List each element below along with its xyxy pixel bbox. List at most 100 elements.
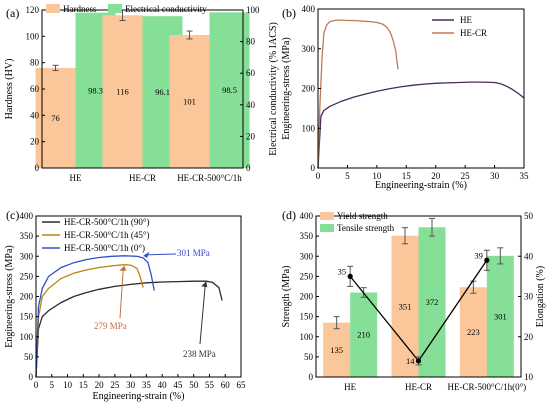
panel-d-y-tick-label: 150 bbox=[300, 312, 314, 322]
panel-b-y-tick-label: 100 bbox=[302, 123, 316, 133]
panel-c-y-tick-label: 100 bbox=[20, 332, 34, 342]
legend-label: HE-CR bbox=[460, 28, 487, 38]
panel-c-x-tick-label: 5 bbox=[50, 380, 55, 390]
category-label: HE bbox=[70, 173, 82, 183]
legend-label: HE-CR-500°C/1h (0°) bbox=[64, 243, 145, 253]
conductivity-data-label: 96.1 bbox=[155, 87, 170, 97]
panel-b-label: (b) bbox=[282, 6, 296, 20]
conductivity-data-label: 98.5 bbox=[222, 85, 237, 95]
panel-c-x-tick-label: 65 bbox=[237, 380, 247, 390]
yield-data-label: 351 bbox=[399, 301, 412, 311]
panel-d-y-tick-label: 100 bbox=[300, 332, 314, 342]
panel-d-y2-tick-label: 10 bbox=[524, 372, 534, 382]
tensile-strength-bar bbox=[350, 292, 378, 377]
tensile-strength-bar bbox=[486, 255, 514, 377]
legend-label: HE bbox=[460, 15, 472, 25]
annotation-arrowhead bbox=[119, 265, 127, 271]
yield-strength-bar bbox=[323, 322, 351, 377]
panel-d-y2-tick-label: 50 bbox=[524, 211, 534, 221]
legend-swatch-hardness bbox=[46, 4, 60, 13]
tensile-strength-bar bbox=[418, 227, 446, 377]
panel-d-y-tick-label: 200 bbox=[300, 292, 314, 302]
panel-b-y-tick-label: 0 bbox=[311, 163, 316, 173]
panel-c-y-tick-label: 0 bbox=[29, 372, 34, 382]
panel-b-x-tick-label: 20 bbox=[431, 171, 441, 181]
panel-d-y2-tick-label: 40 bbox=[524, 251, 534, 261]
panel-b-y-tick-label: 200 bbox=[302, 84, 316, 94]
legend-label-tensile: Tensile strength bbox=[337, 223, 395, 233]
panel-b-y-tick-label: 400 bbox=[302, 4, 316, 14]
category-label: HE-CR-500°C/1h(0°) bbox=[447, 382, 526, 392]
yield-data-label: 223 bbox=[467, 327, 480, 337]
category-label: HE-CR bbox=[129, 173, 156, 183]
tensile-data-label: 301 bbox=[494, 311, 507, 321]
panel-c-y-axis-title: Engineering-stress (MPa) bbox=[4, 245, 15, 347]
panel-b-x-tick-label: 15 bbox=[402, 171, 412, 181]
yield-strength-bar bbox=[459, 287, 487, 377]
panel-c-x-tick-label: 0 bbox=[34, 380, 39, 390]
panel-a-y-tick-label: 40 bbox=[30, 110, 40, 120]
panel-b-x-tick-label: 30 bbox=[490, 171, 500, 181]
elongation-point bbox=[415, 358, 422, 364]
category-label: HE-CR bbox=[405, 382, 432, 392]
panel-b-x-tick-label: 35 bbox=[520, 171, 530, 181]
panel-c-y-tick-label: 400 bbox=[20, 211, 34, 221]
panel-d-y2-tick-label: 20 bbox=[524, 332, 534, 342]
yield-strength-bar bbox=[391, 235, 419, 377]
panel-a-y-tick-label: 0 bbox=[35, 163, 40, 173]
panel-b-x-axis-title: Engineering-strain (%) bbox=[375, 180, 467, 191]
panel-c-x-tick-label: 30 bbox=[126, 380, 136, 390]
annotation-279: 279 MPa bbox=[94, 321, 127, 331]
legend-label-conductivity: Electrical conductivity bbox=[125, 4, 207, 14]
panel-c-x-tick-label: 40 bbox=[158, 380, 168, 390]
hardness-data-label: 76 bbox=[51, 113, 60, 123]
panel-b-x-tick-label: 5 bbox=[345, 171, 350, 181]
panel-b-frame bbox=[317, 8, 525, 169]
panel-c-x-tick-label: 25 bbox=[110, 380, 120, 390]
panel-d-y-tick-label: 0 bbox=[309, 372, 314, 382]
panel-b-x-tick-label: 25 bbox=[461, 171, 471, 181]
panel-d-y-tick-label: 300 bbox=[300, 251, 314, 261]
annotation-arrowhead bbox=[143, 251, 150, 258]
panel-a-y2-tick-label: 20 bbox=[246, 131, 256, 141]
panel-c-x-tick-label: 60 bbox=[221, 380, 231, 390]
panel-a-y-tick-label: 100 bbox=[26, 31, 40, 41]
stress-strain-curve bbox=[317, 19, 399, 169]
panel-a-y2-tick-label: 100 bbox=[246, 5, 260, 15]
panel-c-y-tick-label: 250 bbox=[20, 271, 34, 281]
panel-a-label: (a) bbox=[6, 6, 19, 20]
hardness-data-label: 116 bbox=[116, 87, 128, 97]
elongation-point bbox=[347, 273, 353, 279]
panel-d-y-tick-label: 50 bbox=[304, 352, 314, 362]
stress-strain-curve bbox=[317, 81, 525, 169]
elongation-data-label: 35 bbox=[338, 266, 347, 276]
yield-data-label: 135 bbox=[330, 345, 343, 355]
tensile-data-label: 210 bbox=[357, 330, 370, 340]
annotation-301: 301 MPa bbox=[177, 248, 210, 258]
panel-d-y-axis-title: Strength (MPa) bbox=[281, 266, 292, 328]
panel-c-label: (c) bbox=[6, 208, 19, 222]
annotation-arrow bbox=[119, 268, 124, 319]
panel-a-y-axis-title: Hardness (HV) bbox=[4, 59, 15, 120]
legend-swatch-tensile bbox=[320, 224, 334, 232]
panel-c-x-tick-label: 20 bbox=[95, 380, 105, 390]
annotation-arrowhead bbox=[201, 281, 208, 288]
annotation-238: 238 MPa bbox=[183, 349, 216, 359]
panel-c-x-tick-label: 55 bbox=[205, 380, 215, 390]
panel-c-x-axis-title: Engineering-strain (%) bbox=[93, 391, 185, 402]
tensile-data-label: 372 bbox=[426, 297, 439, 307]
legend-label-yield: Yield strength bbox=[337, 211, 388, 221]
legend-swatch-conductivity bbox=[108, 4, 122, 13]
panel-b-y-axis-title: Engineering-stress (MPa) bbox=[281, 37, 292, 139]
panel-a-y2-tick-label: 80 bbox=[246, 37, 256, 47]
legend-label: HE-CR-500°C/1h (45°) bbox=[64, 230, 149, 240]
category-label: HE-CR-500°C/1h bbox=[177, 173, 242, 183]
panel-b-x-tick-label: 10 bbox=[372, 171, 382, 181]
panel-c-y-tick-label: 50 bbox=[24, 352, 34, 362]
stress-strain-curve bbox=[35, 264, 144, 378]
panel-c-x-tick-label: 50 bbox=[189, 380, 199, 390]
conductivity-data-label: 98.3 bbox=[88, 85, 103, 95]
panel-d-y-tick-label: 350 bbox=[300, 231, 314, 241]
panel-a-y-tick-label: 80 bbox=[30, 58, 40, 68]
hardness-bar bbox=[102, 15, 143, 169]
